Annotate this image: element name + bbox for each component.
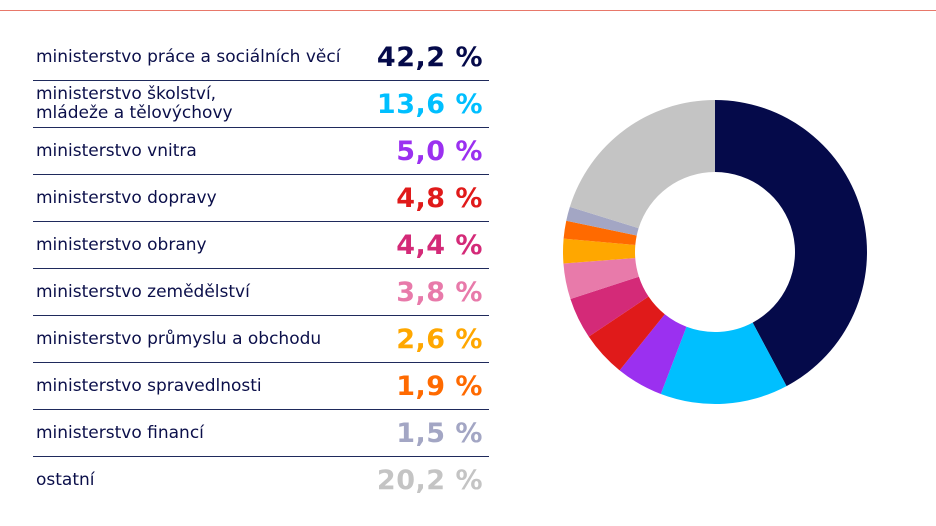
legend-label: ministerstvo školství, mládeže a tělovýc… — [36, 84, 233, 123]
legend-row: ostatní 20,2 % — [33, 457, 489, 504]
legend-label: ministerstvo dopravy — [36, 187, 217, 208]
legend-label: ostatní — [36, 470, 95, 490]
top-divider-line — [0, 10, 936, 11]
legend-value: 1,9 % — [396, 370, 483, 402]
legend-row: ministerstvo financí 1,5 % — [33, 410, 489, 457]
legend-value: 1,5 % — [396, 417, 483, 449]
donut-slice — [563, 238, 636, 264]
legend-value: 4,8 % — [396, 182, 483, 214]
legend-value: 42,2 % — [376, 41, 483, 73]
donut-slice — [660, 322, 787, 404]
legend-label: ministerstvo financí — [36, 422, 204, 443]
legend-value: 2,6 % — [396, 323, 483, 355]
legend-row: ministerstvo školství, mládeže a tělovýc… — [33, 81, 489, 128]
legend-value: 3,8 % — [396, 276, 483, 308]
legend-label: ministerstvo vnitra — [36, 140, 197, 161]
donut-slice — [588, 296, 665, 371]
legend-label: ministerstvo spravedlnosti — [36, 375, 262, 396]
donut-chart — [563, 100, 867, 404]
donut-slice — [715, 100, 867, 387]
legend-value: 13,6 % — [376, 88, 483, 120]
donut-slice — [563, 220, 637, 245]
legend-label: ministerstvo obrany — [36, 234, 207, 255]
donut-slice — [569, 100, 715, 229]
donut-slice — [566, 206, 639, 236]
donut-slice — [570, 276, 649, 337]
legend-label: ministerstvo práce a sociálních věcí — [36, 46, 341, 67]
legend-label: ministerstvo průmyslu a obchodu — [36, 328, 322, 349]
donut-slice — [563, 258, 639, 299]
legend-row: ministerstvo dopravy 4,8 % — [33, 175, 489, 222]
legend-row: ministerstvo práce a sociálních věcí 42,2… — [33, 34, 489, 81]
legend-row: ministerstvo spravedlnosti 1,9 % — [33, 363, 489, 410]
legend-value: 20,2 % — [376, 465, 483, 496]
legend-label: ministerstvo zemědělství — [36, 281, 250, 302]
legend-value: 4,4 % — [396, 229, 483, 261]
legend-value: 5,0 % — [396, 135, 483, 167]
legend-row: ministerstvo průmyslu a obchodu 2,6 % — [33, 316, 489, 363]
donut-slice — [619, 314, 687, 395]
legend-row: ministerstvo obrany 4,4 % — [33, 222, 489, 269]
legend-table: ministerstvo práce a sociálních věcí 42,2… — [33, 34, 489, 504]
legend-row: ministerstvo vnitra 5,0 % — [33, 128, 489, 175]
legend-row: ministerstvo zemědělství 3,8 % — [33, 269, 489, 316]
